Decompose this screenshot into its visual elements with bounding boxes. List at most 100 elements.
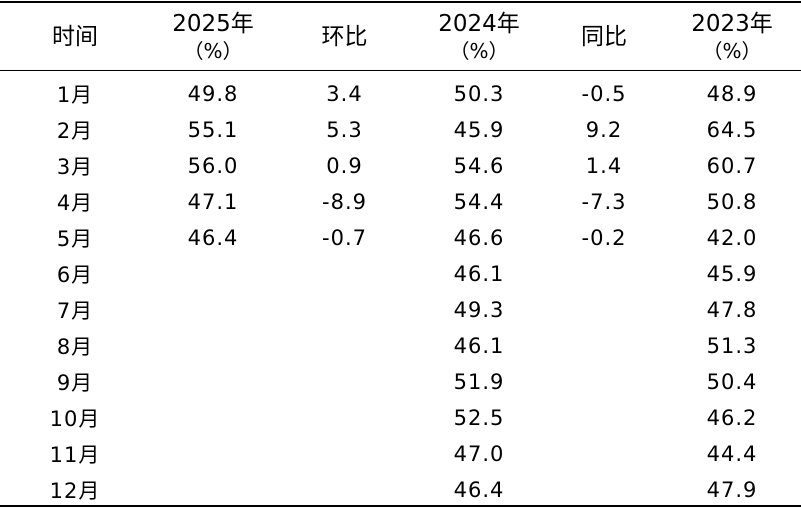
table-top-rule — [0, 1, 801, 3]
cell-2025 — [150, 328, 276, 364]
cell-2023: 46.2 — [706, 406, 758, 430]
cell-month: 5月 — [56, 227, 94, 251]
cell-2024: 46.6 — [453, 226, 505, 250]
cell-mom — [276, 436, 413, 472]
table-row: 2月 55.1 5.3 45.9 9.2 64.5 — [0, 112, 801, 148]
cell-month: 12月 — [49, 479, 101, 503]
cell-yoy: -0.5 — [581, 82, 627, 106]
cell-month: 3月 — [56, 155, 94, 179]
cell-month: 8月 — [56, 335, 94, 359]
table-row: 8月 46.1 51.3 — [0, 328, 801, 364]
cell-2024: 46.1 — [453, 262, 505, 286]
cell-mom — [276, 256, 413, 292]
cell-2025: 46.4 — [187, 226, 239, 250]
cell-2023: 64.5 — [706, 118, 758, 142]
cell-yoy: 9.2 — [585, 118, 623, 142]
cell-2023: 47.9 — [706, 478, 758, 502]
cell-mom: 5.3 — [326, 118, 363, 142]
cell-2024: 54.4 — [453, 190, 505, 214]
header-2023: 2023年 （%） — [663, 3, 801, 70]
cell-2025 — [150, 364, 276, 400]
cell-2025 — [150, 472, 276, 508]
cell-yoy — [545, 364, 663, 400]
cell-2023: 44.4 — [706, 442, 758, 466]
table-row: 9月 51.9 50.4 — [0, 364, 801, 400]
cell-yoy — [545, 400, 663, 436]
cell-month: 2月 — [56, 119, 94, 143]
cell-mom — [276, 328, 413, 364]
header-2024: 2024年 （%） — [413, 3, 545, 70]
cell-2023: 50.8 — [706, 190, 758, 214]
cell-month: 4月 — [56, 191, 94, 215]
cell-yoy: 1.4 — [585, 154, 623, 178]
table-row: 3月 56.0 0.9 54.6 1.4 60.7 — [0, 148, 801, 184]
header-2023-label: 2023年 — [691, 10, 773, 37]
table-row: 12月 46.4 47.9 — [0, 472, 801, 508]
cell-2025: 49.8 — [187, 82, 239, 106]
cell-yoy — [545, 472, 663, 508]
cell-2023: 45.9 — [706, 262, 758, 286]
cell-mom: -8.9 — [322, 190, 367, 214]
table-bottom-rule — [0, 505, 801, 507]
header-2024-unit: （%） — [449, 38, 509, 63]
cell-mom: 0.9 — [326, 154, 363, 178]
cell-2024: 46.1 — [453, 334, 505, 358]
cell-2025 — [150, 292, 276, 328]
header-2024-label: 2024年 — [438, 10, 520, 37]
table-row: 7月 49.3 47.8 — [0, 292, 801, 328]
cell-mom — [276, 364, 413, 400]
cell-mom: -0.7 — [322, 226, 367, 250]
header-yoy: 同比 — [545, 3, 663, 70]
cell-2024: 45.9 — [453, 118, 505, 142]
cell-yoy — [545, 292, 663, 328]
header-2025-label: 2025年 — [172, 10, 254, 37]
table-row: 5月 46.4 -0.7 46.6 -0.2 42.0 — [0, 220, 801, 256]
cell-2023: 42.0 — [706, 226, 758, 250]
cell-2023: 60.7 — [706, 154, 758, 178]
cell-month: 10月 — [49, 407, 101, 431]
cell-2024: 50.3 — [453, 82, 505, 106]
header-month-label: 时间 — [52, 23, 98, 50]
cell-2024: 46.4 — [453, 478, 505, 502]
cell-2024: 49.3 — [453, 298, 505, 322]
table-row: 10月 52.5 46.2 — [0, 400, 801, 436]
cell-month: 9月 — [56, 371, 94, 395]
cell-2023: 51.3 — [706, 334, 758, 358]
table-row: 4月 47.1 -8.9 54.4 -7.3 50.8 — [0, 184, 801, 220]
cell-2025 — [150, 400, 276, 436]
cell-mom — [276, 400, 413, 436]
cell-yoy — [545, 328, 663, 364]
cell-2025 — [150, 436, 276, 472]
cell-month: 6月 — [56, 263, 94, 287]
header-2025: 2025年 （%） — [150, 3, 276, 70]
header-month: 时间 — [0, 3, 150, 70]
header-2023-unit: （%） — [702, 38, 762, 63]
header-divider-rule — [0, 70, 801, 71]
cell-mom: 3.4 — [326, 82, 363, 106]
header-yoy-label: 同比 — [581, 23, 627, 50]
cell-2024: 51.9 — [453, 370, 505, 394]
cell-month: 7月 — [56, 299, 94, 323]
cell-2023: 47.8 — [706, 298, 758, 322]
header-mom-label: 环比 — [321, 23, 368, 50]
table-row: 11月 47.0 44.4 — [0, 436, 801, 472]
table-row: 1月 49.8 3.4 50.3 -0.5 48.9 — [0, 76, 801, 112]
cell-2024: 47.0 — [453, 442, 505, 466]
cell-mom — [276, 472, 413, 508]
cell-2024: 52.5 — [453, 406, 505, 430]
cell-mom — [276, 292, 413, 328]
cell-2025: 47.1 — [187, 190, 239, 214]
cell-month: 11月 — [49, 443, 101, 467]
cell-yoy: -0.2 — [581, 226, 627, 250]
cell-yoy — [545, 256, 663, 292]
cell-yoy: -7.3 — [581, 190, 627, 214]
cell-2023: 50.4 — [706, 370, 758, 394]
header-2025-unit: （%） — [183, 38, 243, 63]
cell-month: 1月 — [56, 83, 94, 107]
cell-yoy — [545, 436, 663, 472]
cell-2025: 55.1 — [187, 118, 239, 142]
cell-2023: 48.9 — [706, 82, 758, 106]
header-mom: 环比 — [276, 3, 413, 70]
table-row: 6月 46.1 45.9 — [0, 256, 801, 292]
